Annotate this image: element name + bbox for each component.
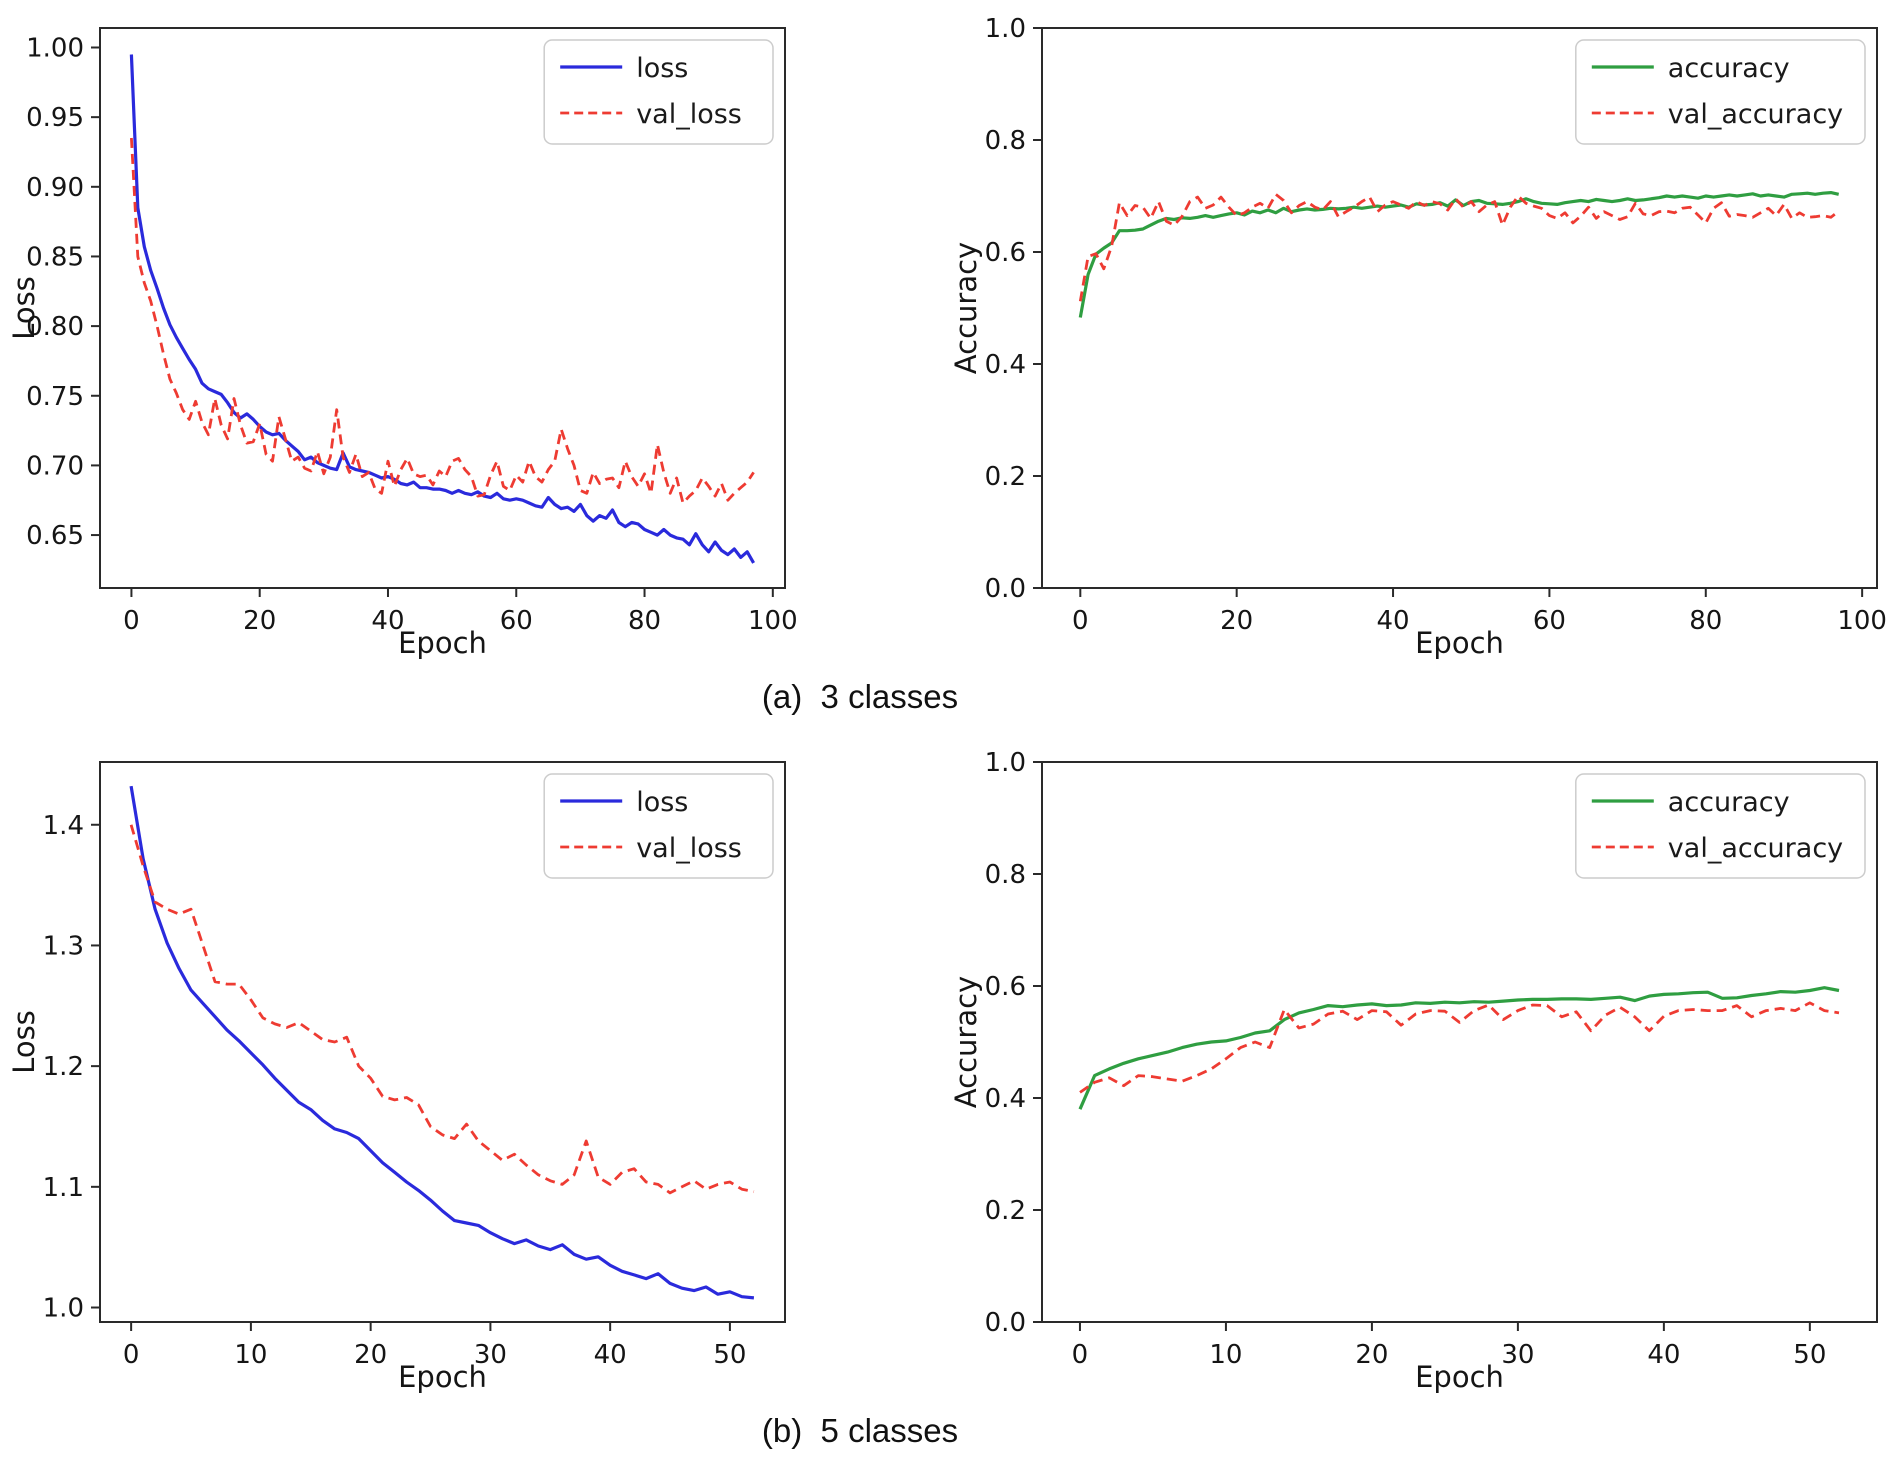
x-tick-label: 30 (474, 1340, 507, 1370)
y-tick-label: 0.6 (985, 238, 1026, 268)
panel-a-row: 0 20 40 60 80 100 0.65 0.70 0.75 0.80 0.85 0.90 0.95… (0, 0, 1904, 660)
x-tick-label: 100 (1837, 606, 1887, 636)
x-tick-label: 10 (234, 1340, 267, 1370)
x-tick-label: 30 (1501, 1340, 1534, 1370)
y-tick-label: 0.65 (26, 521, 84, 551)
y-tick-label: 0.70 (26, 451, 84, 481)
y-tick-label: 0.0 (985, 1308, 1026, 1338)
x-tick-label: 0 (1072, 606, 1089, 636)
y-tick-label: 0.85 (26, 242, 84, 272)
y-axis-label: Accuracy (949, 242, 983, 374)
chart-loss-3classes: 0 20 40 60 80 100 0.65 0.70 0.75 0.80 0.85 0.90 0.95… (0, 0, 810, 660)
series-val_loss-line (129, 824, 755, 1195)
series-val_loss-line (130, 137, 755, 505)
y-tick-label: 1.4 (43, 811, 84, 841)
y-tick-label: 0.6 (985, 972, 1026, 1002)
chart-loss-5classes: 0 10 20 30 40 50 1.0 1.1 1.2 1.3 1.4 Epoch Loss loss v… (0, 734, 810, 1394)
y-tick-label: 0.75 (26, 382, 84, 412)
y-axis-label: Loss (7, 1010, 41, 1074)
x-axis-label: Epoch (1415, 1360, 1504, 1394)
y-tick-label: 0.2 (985, 1196, 1026, 1226)
caption-panel-a: (a) 3 classes (761, 678, 959, 715)
legend-label-val_loss: val_loss (636, 99, 742, 130)
chart-accuracy-3classes: 0 20 40 60 80 100 0.0 0.2 0.4 0.6 0.8 1.0 Epoch Accur… (942, 0, 1902, 660)
x-tick-label: 20 (354, 1340, 387, 1370)
legend: loss val_loss (543, 773, 774, 879)
x-axis-label: Epoch (1415, 626, 1504, 660)
x-tick-label: 60 (500, 606, 533, 636)
y-axis-label: Accuracy (949, 976, 983, 1108)
chart-accuracy-5classes: 0 10 20 30 40 50 0.0 0.2 0.4 0.6 0.8 1.0 Epoch Accura… (942, 734, 1902, 1394)
legend-label-val_loss: val_loss (636, 833, 742, 864)
legend-label-val_accuracy: val_accuracy (1668, 99, 1843, 130)
x-tick-label: 0 (123, 1340, 140, 1370)
x-tick-label: 20 (243, 606, 276, 636)
y-tick-label: 0.2 (985, 462, 1026, 492)
series-val_accuracy-line (1079, 1001, 1840, 1094)
legend-label-loss: loss (636, 787, 688, 818)
y-tick-label: 1.00 (26, 34, 84, 64)
legend: accuracy val_accuracy (1575, 39, 1866, 145)
legend-label-accuracy: accuracy (1668, 787, 1790, 818)
series-accuracy-line (1078, 986, 1840, 1110)
x-tick-label: 50 (1793, 1340, 1826, 1370)
loss-5classes-svg: 0 10 20 30 40 50 1.0 1.1 1.2 1.3 1.4 Epoch Loss loss v… (7, 761, 786, 1394)
x-tick-label: 40 (1647, 1340, 1680, 1370)
y-tick-label: 1.1 (43, 1173, 84, 1203)
legend-label-val_accuracy: val_accuracy (1668, 833, 1843, 864)
y-tick-label: 1.0 (985, 748, 1026, 778)
y-tick-label: 1.0 (985, 14, 1026, 44)
x-tick-label: 40 (371, 606, 404, 636)
legend: accuracy val_accuracy (1575, 773, 1866, 879)
x-tick-label: 20 (1220, 606, 1253, 636)
x-tick-label: 0 (1072, 1340, 1089, 1370)
y-tick-label: 0.8 (985, 126, 1026, 156)
x-tick-label: 50 (713, 1340, 746, 1370)
y-tick-label: 0.8 (985, 860, 1026, 890)
y-tick-label: 0.95 (26, 103, 84, 133)
y-tick-label: 1.0 (43, 1294, 84, 1324)
caption-panel-b: (b) 5 classes (761, 1412, 959, 1449)
x-tick-label: 40 (1376, 606, 1409, 636)
x-axis-label: Epoch (398, 1360, 487, 1394)
x-tick-label: 60 (1533, 606, 1566, 636)
y-tick-label: 1.2 (43, 1052, 84, 1082)
legend-label-loss: loss (636, 53, 688, 84)
x-tick-label: 40 (594, 1340, 627, 1370)
x-tick-label: 10 (1209, 1340, 1242, 1370)
y-tick-label: 0.80 (26, 312, 84, 342)
x-tick-label: 0 (123, 606, 140, 636)
legend-label-accuracy: accuracy (1668, 53, 1790, 84)
accuracy-3classes-svg: 0 20 40 60 80 100 0.0 0.2 0.4 0.6 0.8 1.0 Epoch Accur… (949, 14, 1887, 660)
series-val_accuracy-line (1078, 192, 1840, 302)
y-tick-label: 0.0 (985, 574, 1026, 604)
loss-3classes-svg: 0 20 40 60 80 100 0.65 0.70 0.75 0.80 0.85 0.90 0.95… (7, 27, 798, 660)
panel-b-row: 0 10 20 30 40 50 1.0 1.1 1.2 1.3 1.4 Epoch Loss loss v… (0, 734, 1904, 1394)
accuracy-5classes-svg: 0 10 20 30 40 50 0.0 0.2 0.4 0.6 0.8 1.0 Epoch Accura… (949, 748, 1878, 1394)
x-tick-label: 80 (1689, 606, 1722, 636)
y-tick-label: 1.3 (43, 931, 84, 961)
x-tick-label: 20 (1355, 1340, 1388, 1370)
y-axis-label: Loss (7, 276, 41, 340)
y-tick-label: 0.90 (26, 173, 84, 203)
x-axis-label: Epoch (398, 626, 487, 660)
x-tick-label: 80 (628, 606, 661, 636)
legend: loss val_loss (543, 39, 774, 145)
series-loss-line (129, 54, 755, 564)
x-tick-label: 100 (748, 606, 798, 636)
y-tick-label: 0.4 (985, 1084, 1026, 1114)
y-tick-label: 0.4 (985, 350, 1026, 380)
series-loss-line (129, 785, 755, 1300)
